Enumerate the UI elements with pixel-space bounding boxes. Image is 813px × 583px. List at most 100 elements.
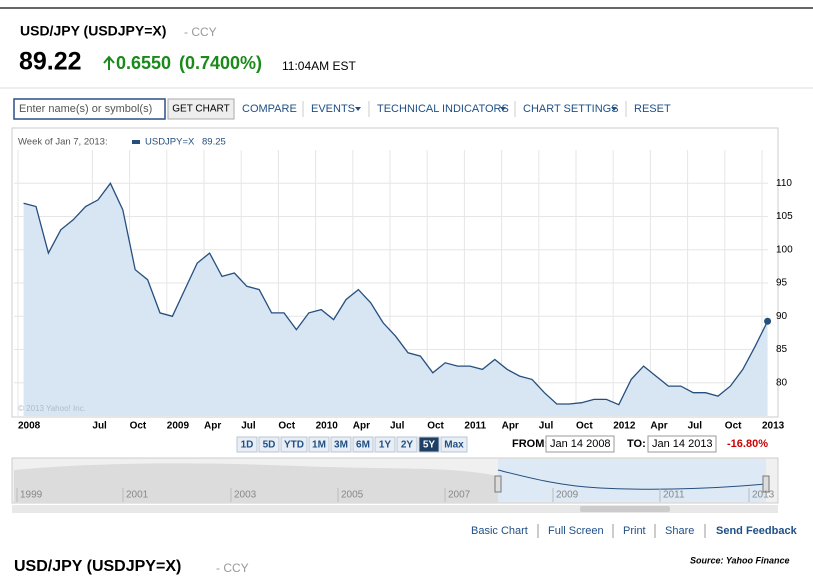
x-tick-label: Apr (204, 421, 221, 432)
x-tick-label: Jul (241, 421, 256, 432)
plot: 2008 Jul Oct 2009 Apr Jul Oct 2010 Apr Jul Oct 2011… (14, 150, 793, 432)
area (23, 183, 768, 416)
title: USD/JPY (USDJPY=X) (20, 23, 166, 39)
symbol-input[interactable] (13, 98, 166, 120)
range-label: Max (444, 440, 464, 451)
from-input[interactable] (545, 435, 615, 453)
x-tick-label: Apr (502, 421, 519, 432)
chart-settings[interactable]: CHART SETTINGS (523, 103, 619, 115)
range-button[interactable] (352, 436, 374, 453)
price: 89.22 (19, 48, 82, 76)
bottom-title: USD/JPY (USDJPY=X) (14, 558, 181, 575)
y-tick-label: 95 (776, 278, 788, 289)
range-button[interactable] (330, 436, 352, 453)
navigator-selection (498, 459, 766, 502)
bottom-exchange: - CCY (216, 561, 249, 575)
x-tick-label: Jul (539, 421, 554, 432)
scroll-thumb[interactable] (580, 506, 670, 512)
range-button[interactable] (396, 436, 418, 453)
x-tick-label: Jul (688, 421, 703, 432)
legend-bg (14, 133, 229, 150)
last-point (764, 317, 772, 325)
footer-link[interactable]: Basic Chart (471, 525, 528, 537)
compare[interactable]: COMPARE (242, 103, 297, 115)
footer-link[interactable]: Send Feedback (716, 525, 798, 537)
navigator-label: 2003 (234, 490, 257, 501)
up-arrow (103, 55, 115, 70)
range-button[interactable] (236, 436, 258, 453)
legend-value: 89.25 (202, 137, 226, 148)
get-chart-button[interactable] (167, 98, 235, 120)
caret (611, 107, 617, 111)
navigator-label: 1999 (20, 490, 43, 501)
change-pct: (0.7400%) (179, 53, 262, 73)
x-tick-label: 2013 (762, 421, 785, 432)
y-tick-label: 100 (776, 244, 793, 255)
range-button[interactable] (418, 436, 440, 453)
range-label: 1Y (379, 440, 392, 451)
x-tick-label: Apr (353, 421, 370, 432)
events[interactable]: EVENTS (311, 103, 355, 115)
range-label: 1M (312, 440, 326, 451)
navigator-area (14, 463, 498, 503)
to-label: TO: (627, 438, 646, 450)
navigator-label: 2011 (663, 490, 685, 501)
range-label: 6M (356, 440, 370, 451)
x-tick-label: 2011 (464, 421, 486, 432)
reset[interactable]: RESET (634, 103, 671, 115)
x-tick-label: 2009 (167, 421, 190, 432)
y-tick-label: 80 (776, 377, 788, 388)
handle[interactable] (762, 475, 770, 493)
x-tick-label: 2012 (613, 421, 636, 432)
x-tick-label: 2010 (316, 421, 339, 432)
navigator-label: 2007 (448, 490, 471, 501)
range-label: YTD (284, 440, 304, 451)
range-button[interactable] (374, 436, 396, 453)
x-tick-label: Oct (427, 421, 444, 432)
y-tick-label: 90 (776, 311, 788, 322)
range-change: -16.80% (727, 438, 768, 450)
y-tick-label: 110 (776, 178, 792, 189)
time: 11:04AM EST (282, 59, 356, 73)
y-tick-label: 85 (776, 344, 788, 355)
range-button[interactable] (280, 436, 308, 453)
change: 0.6550 (116, 53, 171, 73)
range-button[interactable] (258, 436, 280, 453)
source: Source: Yahoo Finance (690, 555, 790, 565)
scrollbar[interactable] (12, 505, 778, 513)
navigator-label: 2005 (341, 490, 364, 501)
range-label: 1D (241, 440, 254, 451)
copyright: © 2013 Yahoo! Inc. (18, 404, 86, 413)
x-tick-label: Oct (725, 421, 742, 432)
x-tick-label: Oct (130, 421, 147, 432)
navigator-labels: 1999 2001 2003 2005 2007 2009 2011 2013 (16, 488, 775, 502)
from: Jan 14 2008 (550, 438, 611, 450)
footer-link[interactable]: Full Screen (548, 525, 604, 537)
x-tick-label: Apr (650, 421, 667, 432)
range-label: 2Y (401, 440, 414, 451)
placeholder: Enter name(s) or symbol(s) (19, 103, 152, 115)
from-label: FROM: (512, 438, 548, 450)
range-button[interactable] (440, 436, 468, 453)
range-label: 3M (334, 440, 348, 451)
range-buttons: 1D 5D YTD 1M 3M 6M 1Y 2Y 5Y Max (236, 436, 468, 453)
x-tick-label: Oct (278, 421, 295, 432)
to-input[interactable] (647, 435, 717, 453)
legend-swatch (132, 140, 140, 144)
x-tick-label: Jul (390, 421, 405, 432)
technical-indicators[interactable]: TECHNICAL INDICATORS (377, 103, 509, 115)
navigator-label: 2001 (126, 490, 149, 501)
legend-prefix: Week of Jan 7, 2013: (18, 137, 108, 148)
navigator-label: 2013 (752, 490, 775, 501)
footer-link[interactable]: Print (623, 525, 646, 537)
x-tick-label: 2008 (18, 421, 41, 432)
navigator-line (497, 469, 767, 490)
range-label: 5D (263, 440, 276, 451)
handle[interactable] (494, 475, 502, 493)
line (23, 182, 769, 406)
range-label: 5Y (423, 440, 436, 451)
caret (500, 107, 506, 111)
range-button[interactable] (308, 436, 330, 453)
caret (355, 107, 361, 111)
footer-link[interactable]: Share (665, 525, 694, 537)
